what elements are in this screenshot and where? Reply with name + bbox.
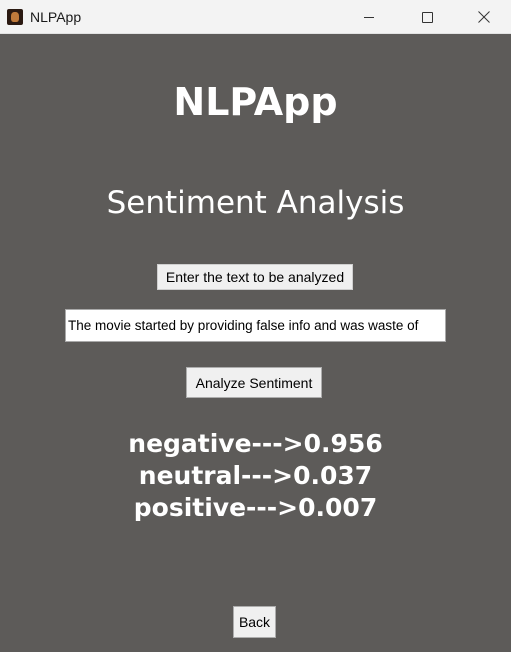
window-title: NLPApp	[30, 9, 82, 25]
result-positive: positive--->0.007	[133, 493, 378, 522]
result-neutral: neutral--->0.037	[138, 461, 373, 490]
title-bar[interactable]: NLPApp	[0, 0, 511, 34]
section-heading: Sentiment Analysis	[106, 185, 405, 221]
result-negative: negative--->0.956	[128, 429, 383, 458]
maximize-button[interactable]	[398, 0, 456, 34]
maximize-icon	[421, 11, 433, 23]
text-input[interactable]	[65, 309, 446, 342]
minimize-icon	[364, 16, 374, 18]
app-heading: NLPApp	[173, 80, 338, 124]
close-button[interactable]	[456, 0, 511, 34]
analyze-sentiment-button[interactable]: Analyze Sentiment	[186, 367, 322, 398]
app-icon	[7, 9, 23, 25]
close-icon	[477, 11, 490, 23]
prompt-label: Enter the text to be analyzed	[157, 264, 353, 290]
minimize-button[interactable]	[340, 0, 398, 34]
back-button[interactable]: Back	[233, 606, 276, 638]
results-panel: negative--->0.956 neutral--->0.037 posit…	[0, 428, 511, 524]
